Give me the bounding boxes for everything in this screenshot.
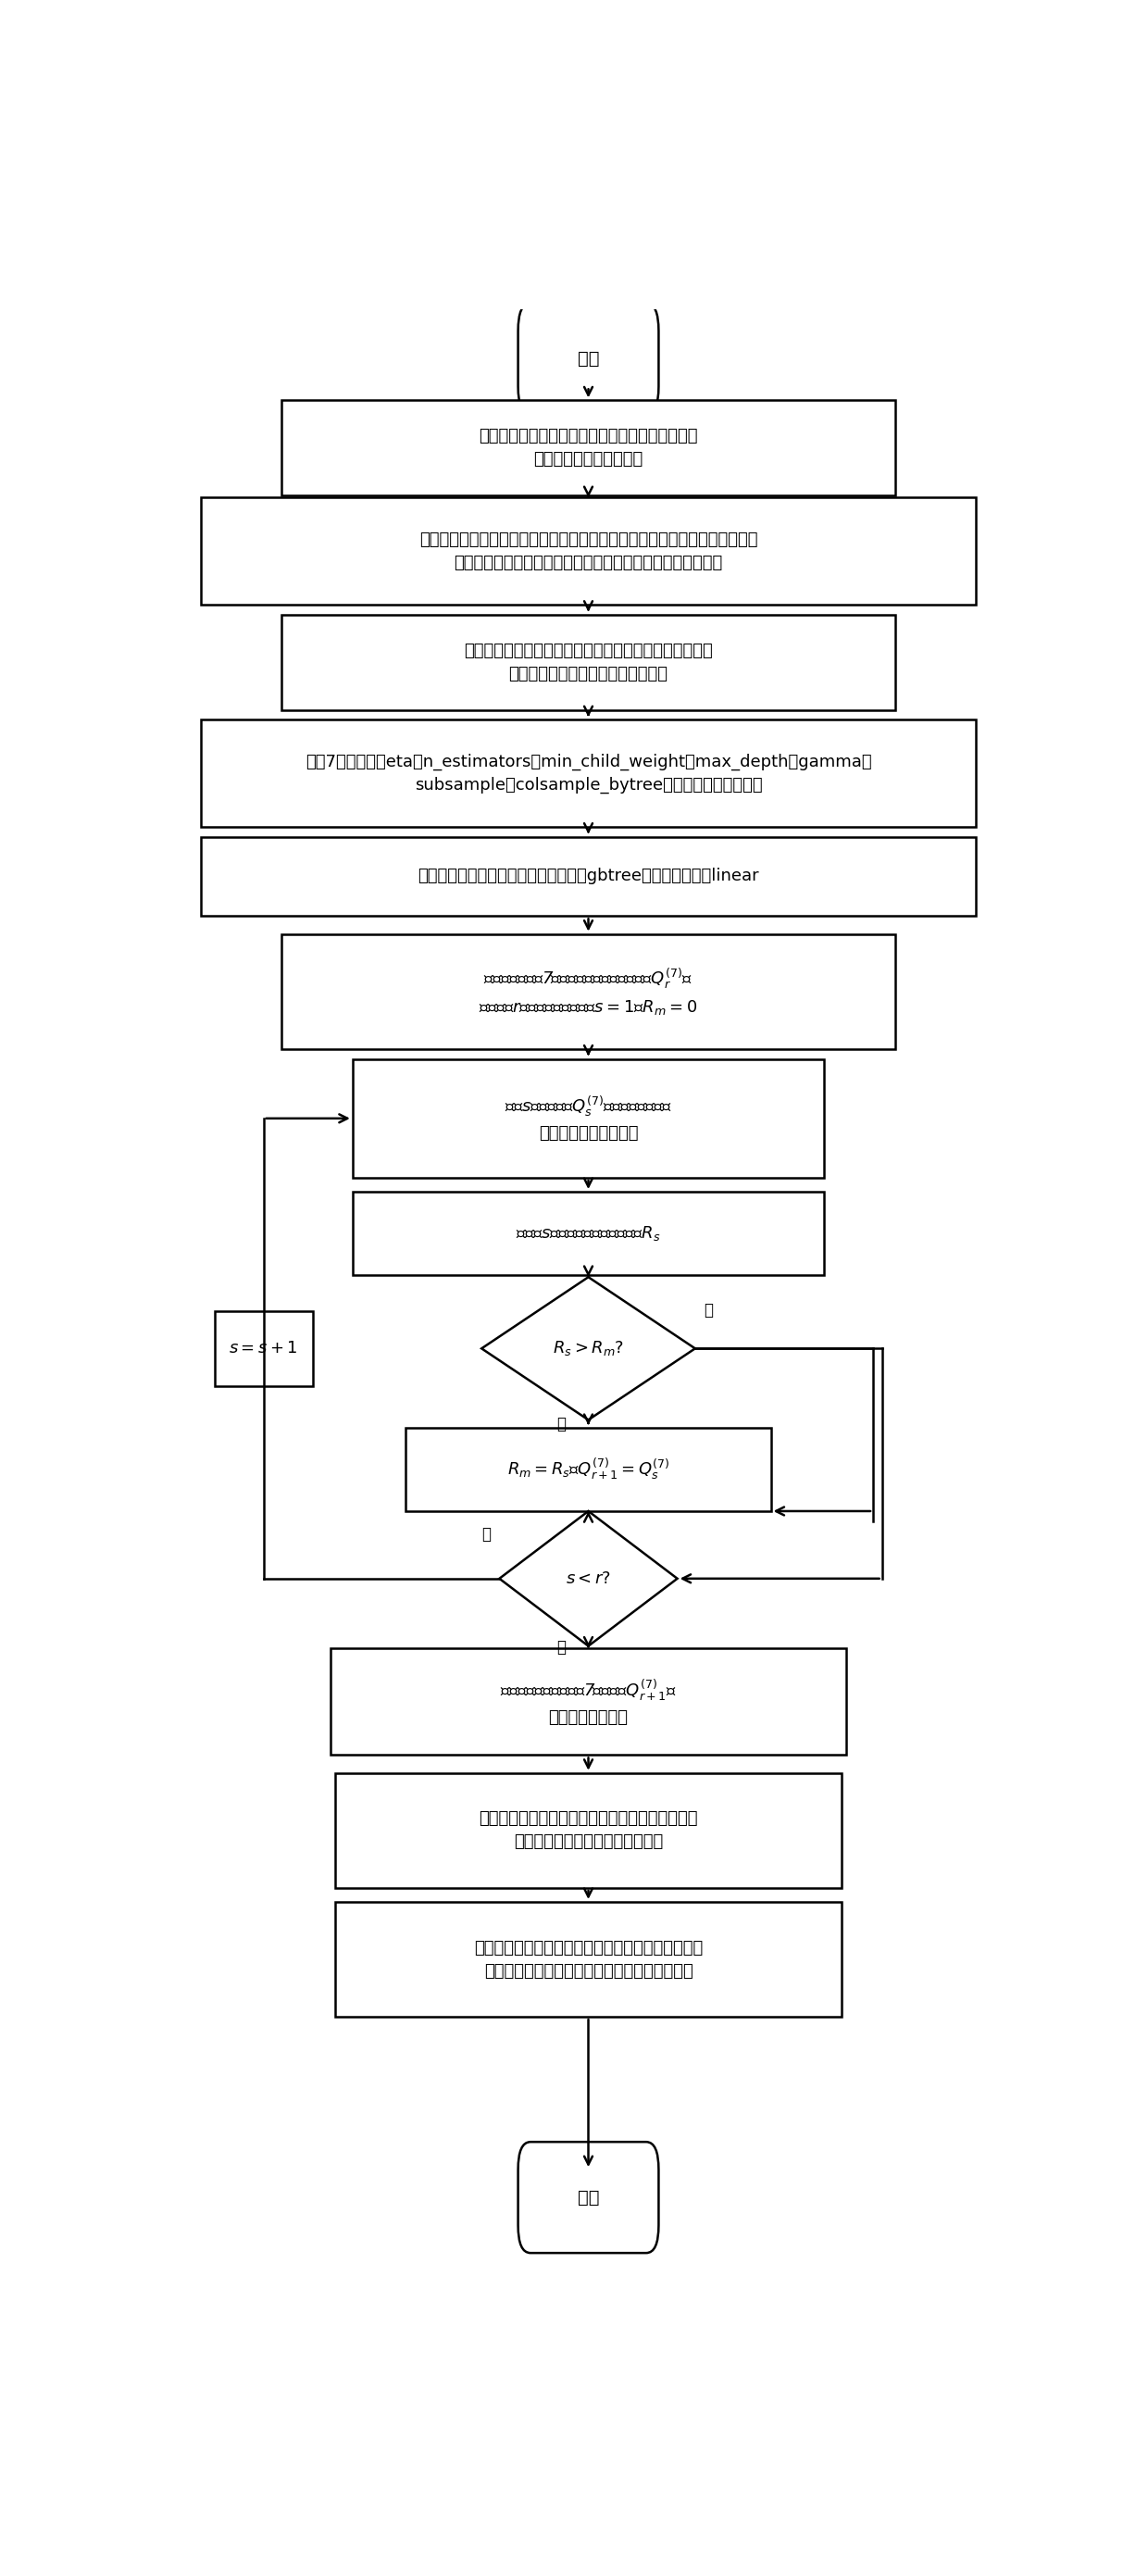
FancyBboxPatch shape <box>352 1059 824 1177</box>
Text: 是: 是 <box>481 1525 490 1543</box>
FancyBboxPatch shape <box>518 2141 659 2254</box>
Text: $R_m=R_s$，$Q_{r+1}^{(7)}=Q_s^{(7)}$: $R_m=R_s$，$Q_{r+1}^{(7)}=Q_s^{(7)}$ <box>507 1458 669 1481</box>
Text: 采集新的污水处理过程中可在线测量的数据，并使
用邻近算法模型进行缺失值的填充: 采集新的污水处理过程中可在线测量的数据，并使 用邻近算法模型进行缺失值的填充 <box>479 1811 698 1850</box>
Text: 取极端梯度提升算法的7个参数为$Q_{r+1}^{(7)}$，
存入软测量数据库: 取极端梯度提升算法的7个参数为$Q_{r+1}^{(7)}$， 存入软测量数据库 <box>501 1677 676 1726</box>
Polygon shape <box>499 1512 677 1646</box>
Text: 选取交叉验证参数回归率，迭代器类型gbtree，损失函数类型linear: 选取交叉验证参数回归率，迭代器类型gbtree，损失函数类型linear <box>418 868 759 884</box>
FancyBboxPatch shape <box>331 1649 846 1754</box>
FancyBboxPatch shape <box>201 719 976 827</box>
FancyBboxPatch shape <box>335 1772 841 1888</box>
FancyBboxPatch shape <box>406 1427 770 1512</box>
FancyBboxPatch shape <box>215 1311 312 1386</box>
Text: 取第$s$组参数组合$Q_s^{(7)}$，基于极端梯度提
升算法建立软测量模型: 取第$s$组参数组合$Q_s^{(7)}$，基于极端梯度提 升算法建立软测量模型 <box>505 1095 672 1141</box>
FancyBboxPatch shape <box>281 399 895 495</box>
FancyBboxPatch shape <box>518 304 659 415</box>
Text: $s<r$?: $s<r$? <box>566 1571 611 1587</box>
FancyBboxPatch shape <box>281 935 895 1048</box>
Text: 计算第$s$次建模得到的回归率的值$R_s$: 计算第$s$次建模得到的回归率的值$R_s$ <box>515 1224 661 1242</box>
FancyBboxPatch shape <box>335 1901 841 2017</box>
Text: 使用邻近算法模型对样本数据进行缺失值填充，将填充后
的数据分为训练数据集和测试数据集: 使用邻近算法模型对样本数据进行缺失值填充，将填充后 的数据分为训练数据集和测试数… <box>464 641 713 683</box>
Text: 将预处理后的数据输入到基于极端梯度提升算法建立
的软测量模型中，得到实时预测的出水氨氮浓度: 将预处理后的数据输入到基于极端梯度提升算法建立 的软测量模型中，得到实时预测的出… <box>474 1940 703 1978</box>
Text: 采集一批污水处理过程中的生产数据建立用于缺失
数据填充的邻近算法模型: 采集一批污水处理过程中的生产数据建立用于缺失 数据填充的邻近算法模型 <box>479 428 698 469</box>
Text: $R_s>R_m$?: $R_s>R_m$? <box>552 1340 625 1358</box>
Text: 收集污水处理过程中可在线测量的变量值，作为软测量建模样本的输入量，离
线测量所得的出水氨氮浓度值，作为软测量建模样本的输出量: 收集污水处理过程中可在线测量的变量值，作为软测量建模样本的输入量，离 线测量所得… <box>419 531 758 572</box>
Text: 否: 否 <box>704 1301 713 1319</box>
Text: $s=s+1$: $s=s+1$ <box>230 1340 298 1358</box>
Text: 是: 是 <box>557 1417 566 1432</box>
Text: 结束: 结束 <box>577 2190 599 2205</box>
Text: 否: 否 <box>557 1638 566 1656</box>
Polygon shape <box>482 1278 696 1419</box>
FancyBboxPatch shape <box>281 616 895 711</box>
FancyBboxPatch shape <box>352 1193 824 1275</box>
Text: 使用网格法搜索7个参数在取值范围内的组合$Q_r^{(7)}$，
组合数共$r$组，初始化建模次数$s=1$，$R_m=0$: 使用网格法搜索7个参数在取值范围内的组合$Q_r^{(7)}$， 组合数共$r$… <box>479 966 698 1018</box>
Text: 开始: 开始 <box>577 350 599 368</box>
FancyBboxPatch shape <box>201 497 976 605</box>
FancyBboxPatch shape <box>201 837 976 917</box>
Text: 设置7个模型参数eta，n_estimators，min_child_weight，max_depth，gamma，
subsample，colsample_b: 设置7个模型参数eta，n_estimators，min_child_weigh… <box>305 752 871 793</box>
